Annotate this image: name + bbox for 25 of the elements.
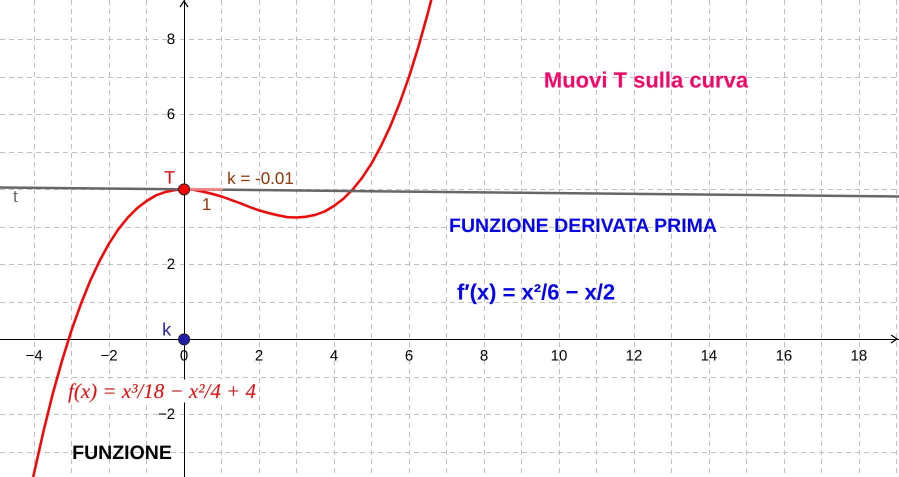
annotation: Muovi T sulla curva <box>544 68 749 92</box>
x-tick-label: 2 <box>254 347 264 364</box>
x-tick-label: −4 <box>26 347 43 364</box>
x-tick-label: −2 <box>100 347 118 364</box>
x-tick-label: 18 <box>850 347 868 364</box>
x-tick-label: 8 <box>480 347 488 364</box>
x-tick-label: 10 <box>550 347 568 364</box>
y-tick-label: −2 <box>158 406 176 423</box>
annotation: f′(x) = x²/6 − x/2 <box>457 280 616 304</box>
x-tick-label: 12 <box>626 347 642 364</box>
y-tick-label: 8 <box>166 30 176 48</box>
y-tick-label: 2 <box>166 256 176 273</box>
annotation: FUNZIONE DERIVATA PRIMA <box>449 215 717 237</box>
series-label: t <box>13 187 18 206</box>
annotation: FUNZIONE <box>72 442 172 464</box>
series-label: k <box>162 319 172 340</box>
annotation: f(x) = x³/18 − x²/4 + 4 <box>68 379 257 403</box>
annotation: 1 <box>202 194 212 214</box>
x-tick-label: 16 <box>776 347 792 364</box>
y-tick-label: 6 <box>166 106 176 123</box>
x-tick-label: 6 <box>404 347 414 364</box>
series-label: T <box>164 167 176 188</box>
x-tick-label: 14 <box>700 347 718 364</box>
annotation: k = -0.01 <box>227 168 294 188</box>
x-tick-label: 4 <box>330 347 338 364</box>
